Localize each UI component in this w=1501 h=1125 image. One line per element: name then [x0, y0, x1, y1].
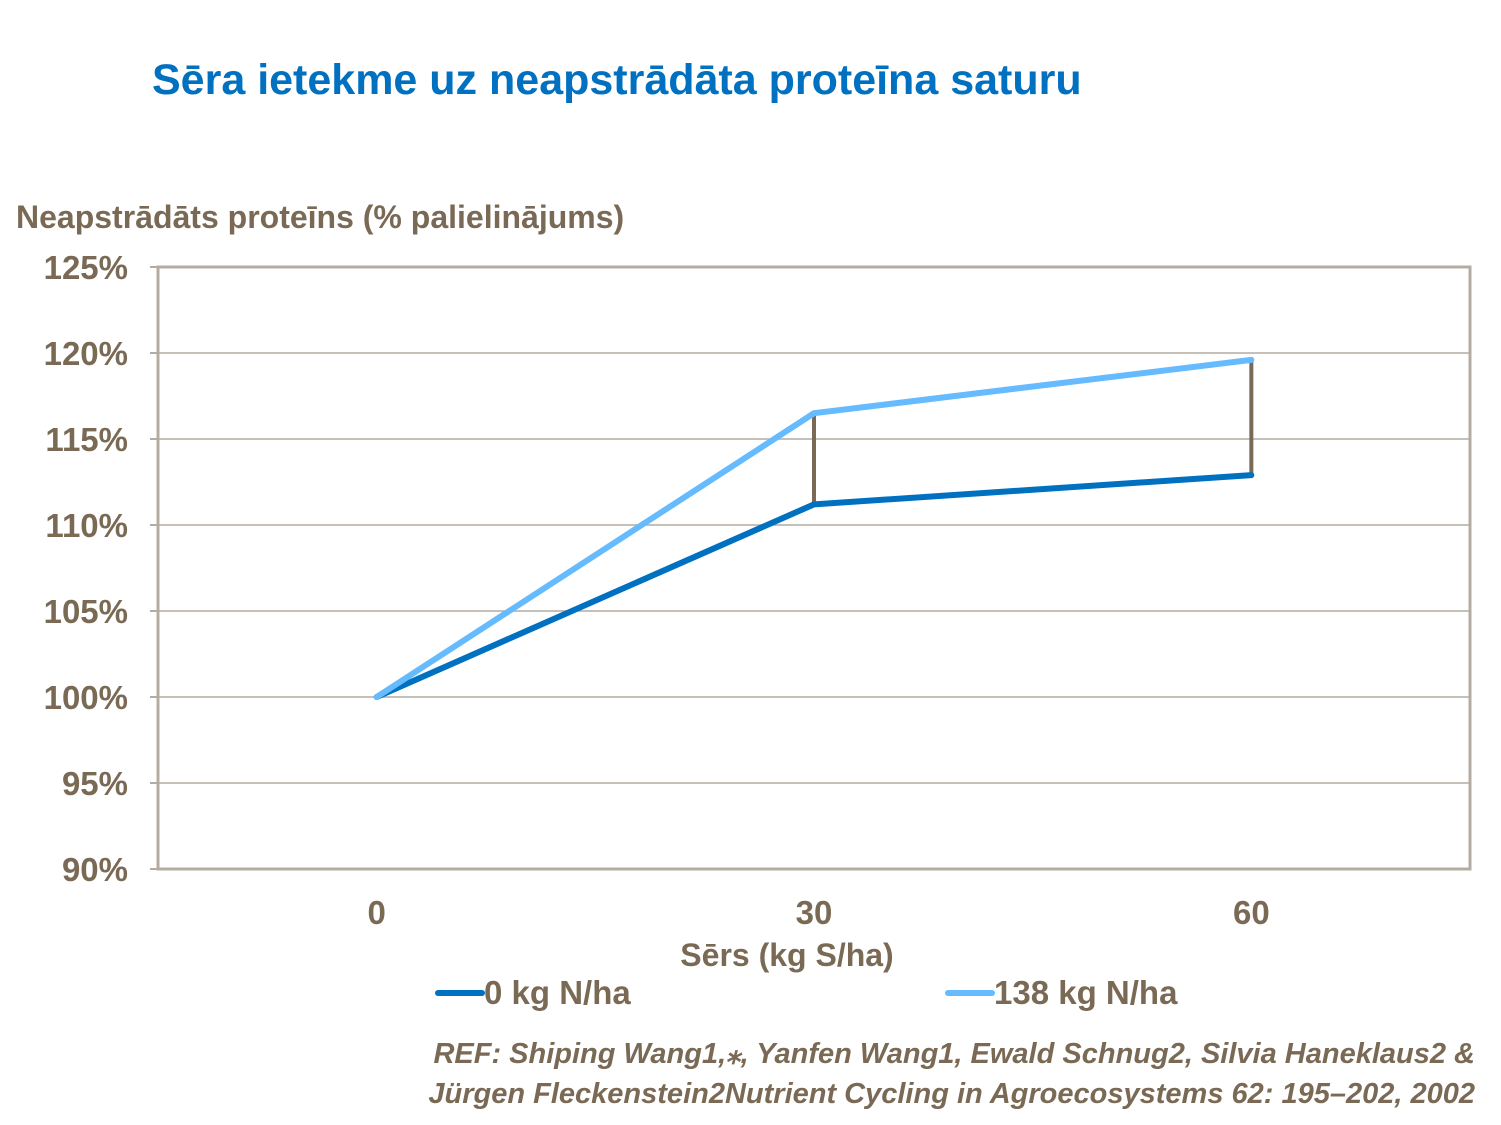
y-tick-label: 105%	[44, 593, 128, 630]
x-tick-label: 0	[367, 894, 385, 931]
y-tick-label: 125%	[44, 249, 128, 286]
x-tick-label: 30	[796, 894, 833, 931]
y-axis-label: Neapstrādāts proteīns (% palielinājums)	[16, 199, 624, 235]
y-tick-label: 110%	[45, 507, 128, 544]
x-tick-label: 60	[1233, 894, 1270, 931]
x-axis-label: Sērs (kg S/ha)	[680, 937, 893, 973]
y-tick-label: 120%	[44, 335, 128, 372]
series-line-0	[373, 472, 1255, 700]
y-tick-label: 95%	[62, 765, 128, 802]
legend-label: 138 kg N/ha	[994, 974, 1178, 1011]
y-tick-label: 115%	[45, 421, 128, 458]
reference-line-2: Jürgen Fleckenstein2Nutrient Cycling in …	[428, 1078, 1475, 1110]
legend: 0 kg N/ha 138 kg N/ha	[435, 974, 1178, 1011]
reference-citation: REF: Shiping Wang1,⁎, Yanfen Wang1, Ewal…	[175, 1034, 1475, 1114]
chart-title: Sēra ietekme uz neapstrādāta proteīna sa…	[152, 56, 1082, 104]
y-tick-label: 90%	[62, 851, 128, 888]
reference-line-1: REF: Shiping Wang1,⁎, Yanfen Wang1, Ewal…	[433, 1038, 1475, 1070]
plot-area-border	[156, 265, 1472, 871]
legend-label: 0 kg N/ha	[484, 974, 631, 1011]
series-line-1	[373, 356, 1255, 700]
y-tick-label: 100%	[44, 679, 128, 716]
